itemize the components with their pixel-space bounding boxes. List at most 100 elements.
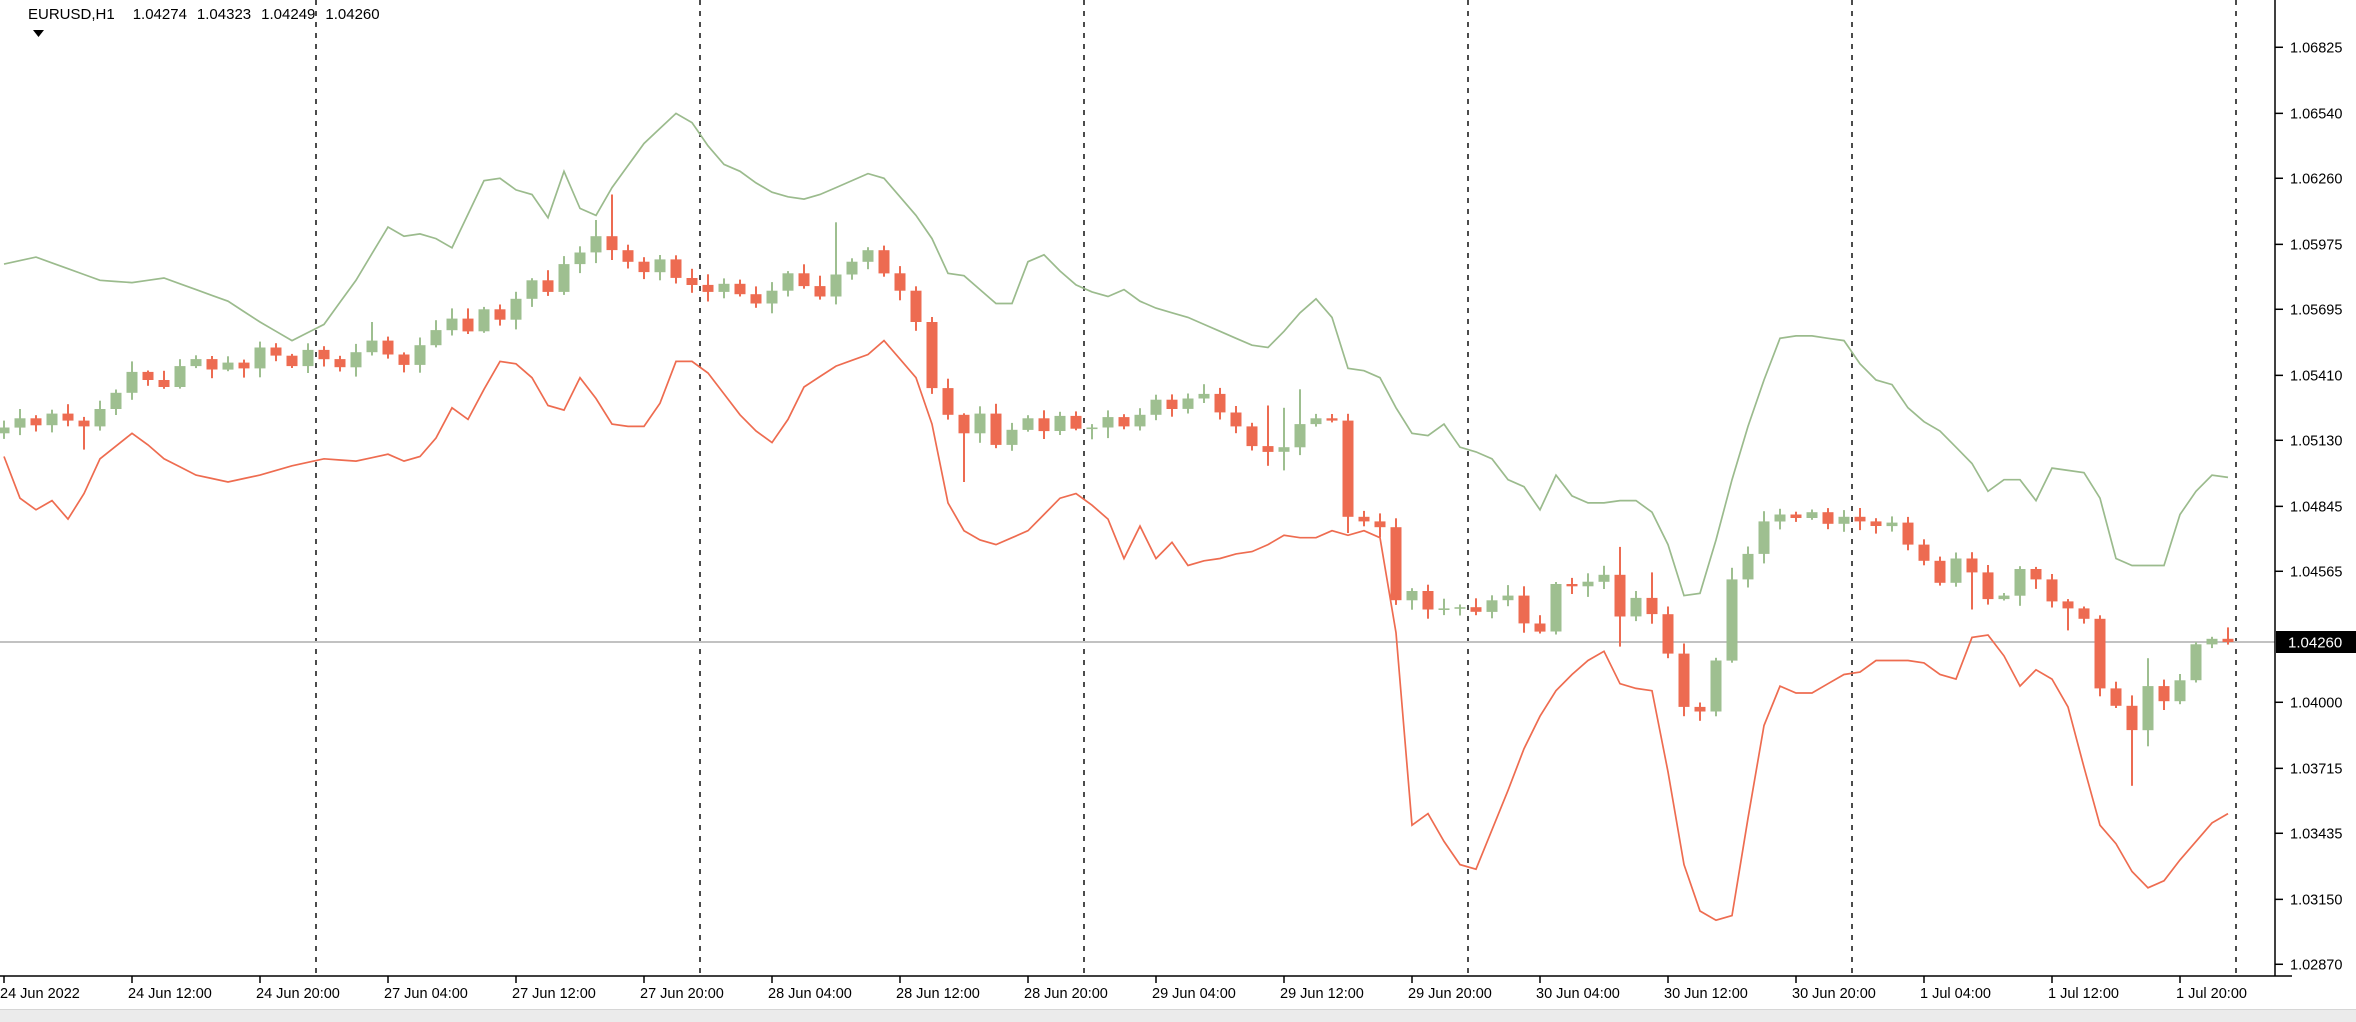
candle-body [46,413,58,426]
candle-body [2030,569,2042,580]
candle [1582,573,1594,597]
candle-body [206,359,218,370]
candle [1342,413,1354,533]
candle-body [782,273,794,291]
candle [862,247,874,270]
candle [2078,606,2090,624]
candle-body [30,418,42,426]
low-value: 1.04249 [261,6,316,23]
candle [1118,414,1130,430]
candle [1806,509,1818,520]
candle [1742,546,1754,588]
candle-body [654,259,666,273]
candle-body [2126,705,2138,731]
candle-body [814,286,826,297]
candle [1678,643,1690,717]
candle [1886,516,1898,532]
candle-body [1214,393,1226,413]
candle-body [1550,584,1562,632]
candle-body [894,273,906,291]
time-tick-label: 30 Jun 20:00 [1792,986,1876,1002]
candle [30,415,42,432]
candle-body [1646,597,1658,615]
candle [2046,574,2058,608]
candle [2174,674,2186,705]
candle-body [1406,591,1418,601]
candle [1710,657,1722,717]
candle-body [942,388,954,415]
bottom-strip [0,1009,2356,1022]
candle-body [1230,412,1242,427]
candle-body [1054,415,1066,431]
candle-body [1982,572,1994,600]
candle [334,355,346,372]
candle-body [1150,399,1162,415]
candle [1422,584,1434,619]
candle [766,282,778,314]
candle [318,346,330,367]
candle [750,286,762,308]
candle-body [1678,653,1690,707]
candle [1998,593,2010,601]
candle-body [1534,623,1546,632]
candle-body [638,261,650,273]
candle [1150,394,1162,421]
price-tick-label: 1.04845 [2290,499,2342,515]
price-tick-label: 1.05975 [2290,237,2342,253]
candle [1982,565,1994,605]
candle-body [686,278,698,285]
candle [190,355,202,369]
candle [526,278,538,307]
time-tick-label: 24 Jun 12:00 [128,986,212,1002]
candle [1966,552,1978,610]
candle-body [558,264,570,292]
candle [1054,411,1066,435]
candle [590,220,602,264]
candle-body [1454,607,1466,609]
price-tick-label: 1.03715 [2290,761,2342,777]
candle-body [462,318,474,332]
candle [2142,658,2154,747]
candle-body [1742,553,1754,580]
price-tick-label: 1.04565 [2290,564,2342,580]
candle [1198,384,1210,403]
candle [910,286,922,331]
candle-body [862,250,874,262]
time-tick-label: 28 Jun 20:00 [1024,986,1108,1002]
candle-body [2222,638,2234,642]
candle-body [1582,581,1594,587]
candle [1262,405,1274,466]
candle-body [1358,516,1370,522]
candle-body [542,280,554,292]
candle-body [398,354,410,365]
candle-body [318,349,330,360]
candle-body [366,340,378,353]
candle-body [1006,429,1018,445]
time-tick-label: 29 Jun 04:00 [1152,986,1236,1002]
candle-body [334,359,346,368]
candle [158,370,170,389]
candle [574,246,586,274]
candle-body [1758,521,1770,554]
candle-body [1262,446,1274,452]
candle-body [750,294,762,304]
price-tick-label: 1.02870 [2290,957,2342,973]
candle [1854,508,1866,531]
candle-body [302,349,314,367]
candle [814,275,826,300]
price-tag-label: 1.04260 [2288,635,2342,652]
candle [1070,411,1082,431]
candle-body [1166,399,1178,409]
candle [1358,510,1370,527]
price-tick-label: 1.06825 [2290,40,2342,56]
candle-body [1774,514,1786,522]
candles-group [0,194,2234,786]
candle [478,306,490,333]
candle-body [878,250,890,274]
candle [286,353,298,368]
candle-body [494,309,506,320]
candle-body [1598,574,1610,582]
dropdown-triangle-icon[interactable] [7,9,45,37]
candle [1038,410,1050,439]
